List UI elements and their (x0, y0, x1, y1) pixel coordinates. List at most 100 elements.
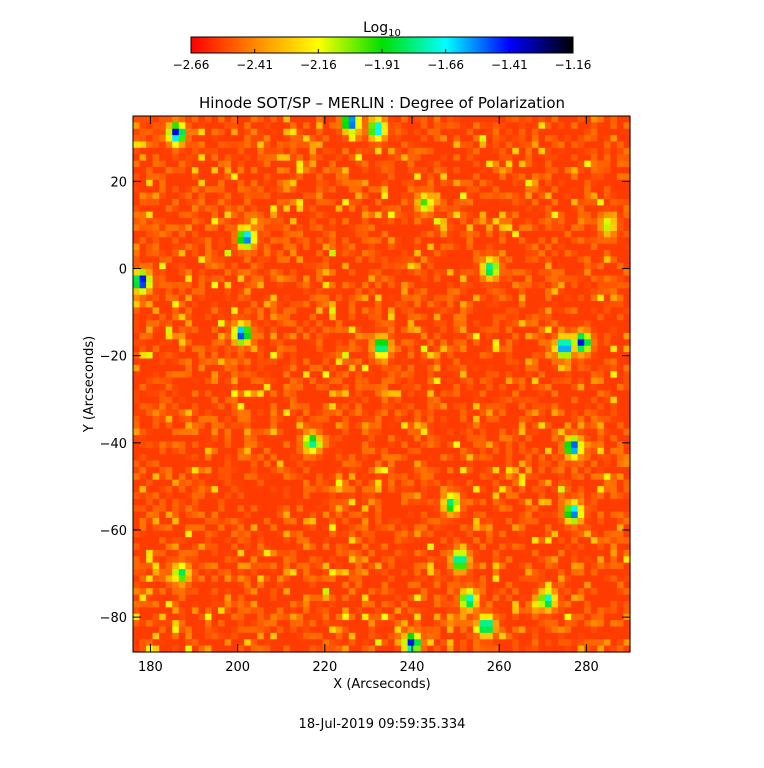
heatmap-cell (172, 173, 180, 181)
heatmap-cell (178, 447, 186, 455)
heatmap-cell (453, 179, 461, 187)
heatmap-cell (361, 524, 370, 532)
heatmap-cell (381, 403, 389, 411)
heatmap-cell (231, 224, 239, 232)
heatmap-cell (303, 377, 311, 385)
heatmap-cell (433, 352, 441, 360)
heatmap-cell (446, 243, 455, 251)
heatmap-cell (198, 371, 206, 379)
heatmap-cell (283, 243, 291, 251)
heatmap-cell (531, 237, 540, 245)
heatmap-cell (564, 505, 572, 513)
heatmap-cell (191, 262, 199, 270)
heatmap-cell (518, 403, 526, 411)
heatmap-cell (152, 135, 160, 143)
heatmap-cell (597, 358, 605, 366)
heatmap-cell (276, 403, 285, 411)
heatmap-cell (486, 377, 494, 385)
heatmap-cell (473, 479, 481, 487)
heatmap-cell (185, 511, 193, 519)
heatmap-cell (446, 326, 455, 334)
heatmap-cell (270, 262, 278, 270)
heatmap-cell (355, 154, 363, 162)
heatmap-cell (440, 505, 448, 513)
heatmap-cell (335, 377, 343, 385)
heatmap-cell (551, 122, 559, 130)
heatmap-cell (231, 524, 239, 532)
heatmap-cell (499, 498, 507, 506)
heatmap-cell (538, 313, 546, 321)
heatmap-cell (316, 179, 324, 187)
heatmap-cell (244, 396, 252, 404)
heatmap-cell (270, 441, 278, 449)
heatmap-cell (322, 530, 330, 538)
heatmap-cell (616, 454, 625, 462)
heatmap-cell (257, 511, 265, 519)
heatmap-cell (133, 128, 141, 136)
heatmap-cell (610, 479, 618, 487)
heatmap-cell (544, 332, 553, 340)
heatmap-cell (577, 154, 585, 162)
heatmap-cell (270, 154, 278, 162)
heatmap-cell (178, 186, 186, 194)
heatmap-cell (231, 186, 239, 194)
heatmap-cell (597, 518, 605, 525)
heatmap-cell (466, 486, 474, 494)
heatmap-cell (577, 141, 585, 149)
heatmap-cell (544, 339, 553, 347)
heatmap-cell (329, 428, 337, 436)
heatmap-cell (270, 275, 278, 283)
heatmap-cell (564, 301, 572, 309)
heatmap-cell (185, 403, 193, 411)
heatmap-cell (518, 192, 526, 200)
heatmap-cell (329, 466, 337, 474)
heatmap-cell (374, 428, 383, 436)
heatmap-cell (486, 122, 494, 130)
heatmap-cell (204, 479, 213, 487)
heatmap-cell (257, 116, 265, 123)
heatmap-cell (342, 403, 350, 411)
heatmap-cell (224, 505, 232, 513)
heatmap-cell (198, 479, 206, 487)
heatmap-cell (420, 237, 428, 245)
heatmap-cell (329, 498, 337, 506)
heatmap-cell (159, 447, 167, 455)
heatmap-cell (551, 135, 559, 143)
heatmap-cell (597, 211, 605, 219)
heatmap-cell (283, 237, 291, 245)
heatmap-cell (244, 211, 252, 219)
heatmap-cell (172, 307, 180, 315)
heatmap-cell (486, 486, 494, 494)
heatmap-cell (512, 307, 520, 315)
heatmap-cell (479, 275, 487, 283)
heatmap-cell (342, 237, 350, 245)
heatmap-cell (440, 454, 448, 462)
heatmap-cell (185, 460, 193, 468)
heatmap-cell (159, 466, 167, 474)
heatmap-cell (263, 486, 271, 494)
heatmap-cell (459, 313, 468, 321)
heatmap-cell (342, 511, 350, 519)
heatmap-cell (479, 281, 487, 289)
heatmap-cell (257, 530, 265, 538)
heatmap-cell (244, 435, 252, 443)
heatmap-cell (616, 173, 625, 181)
heatmap-cell (276, 466, 285, 474)
heatmap-cell (381, 422, 389, 430)
heatmap-cell (322, 377, 330, 385)
heatmap-cell (283, 224, 291, 232)
heatmap-cell (172, 377, 180, 385)
heatmap-cell (492, 377, 500, 385)
heatmap-cell (316, 332, 324, 340)
heatmap-cell (211, 364, 219, 372)
heatmap-cell (610, 256, 618, 264)
heatmap-cell (191, 294, 199, 302)
heatmap-cell (584, 186, 592, 194)
heatmap-cell (355, 269, 363, 277)
heatmap-cell (322, 288, 330, 296)
heatmap-cell (198, 141, 206, 149)
heatmap-cell (198, 313, 206, 321)
heatmap-cell (459, 147, 468, 155)
heatmap-cell (257, 371, 265, 379)
heatmap-cell (440, 358, 448, 366)
